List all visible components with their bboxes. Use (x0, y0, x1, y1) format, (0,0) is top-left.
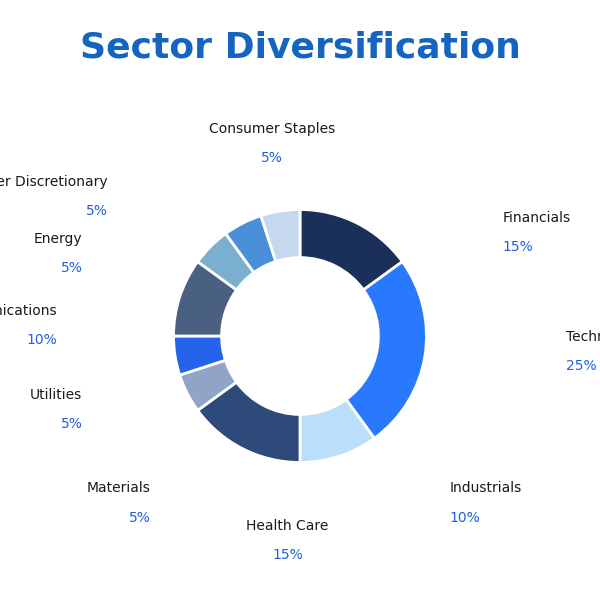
Text: 5%: 5% (86, 205, 108, 218)
Text: 5%: 5% (261, 151, 283, 165)
Wedge shape (300, 209, 403, 290)
Text: Materials: Materials (87, 481, 151, 496)
Wedge shape (173, 262, 236, 336)
Wedge shape (261, 209, 300, 262)
Text: Health Care: Health Care (246, 520, 329, 533)
Wedge shape (197, 382, 300, 463)
Text: 25%: 25% (566, 359, 596, 373)
Wedge shape (180, 360, 236, 410)
Wedge shape (226, 216, 276, 272)
Text: Energy: Energy (34, 232, 82, 246)
Text: 5%: 5% (129, 511, 151, 524)
Text: 15%: 15% (272, 548, 303, 562)
Text: 10%: 10% (449, 511, 480, 524)
Text: Consumer Staples: Consumer Staples (209, 122, 335, 136)
Wedge shape (173, 336, 226, 375)
Text: Financials: Financials (502, 211, 571, 225)
Text: Utilities: Utilities (30, 388, 82, 402)
Text: Industrials: Industrials (449, 481, 521, 496)
Wedge shape (346, 262, 427, 439)
Wedge shape (197, 233, 254, 290)
Wedge shape (300, 400, 374, 463)
Text: Consumer Discretionary: Consumer Discretionary (0, 175, 108, 190)
Text: 10%: 10% (26, 334, 57, 347)
Text: 15%: 15% (502, 240, 533, 254)
Text: 5%: 5% (61, 262, 82, 275)
Text: Sector Diversification: Sector Diversification (80, 30, 520, 64)
Text: 5%: 5% (61, 417, 82, 431)
Text: Communications: Communications (0, 304, 57, 319)
Text: Technology: Technology (566, 329, 600, 344)
